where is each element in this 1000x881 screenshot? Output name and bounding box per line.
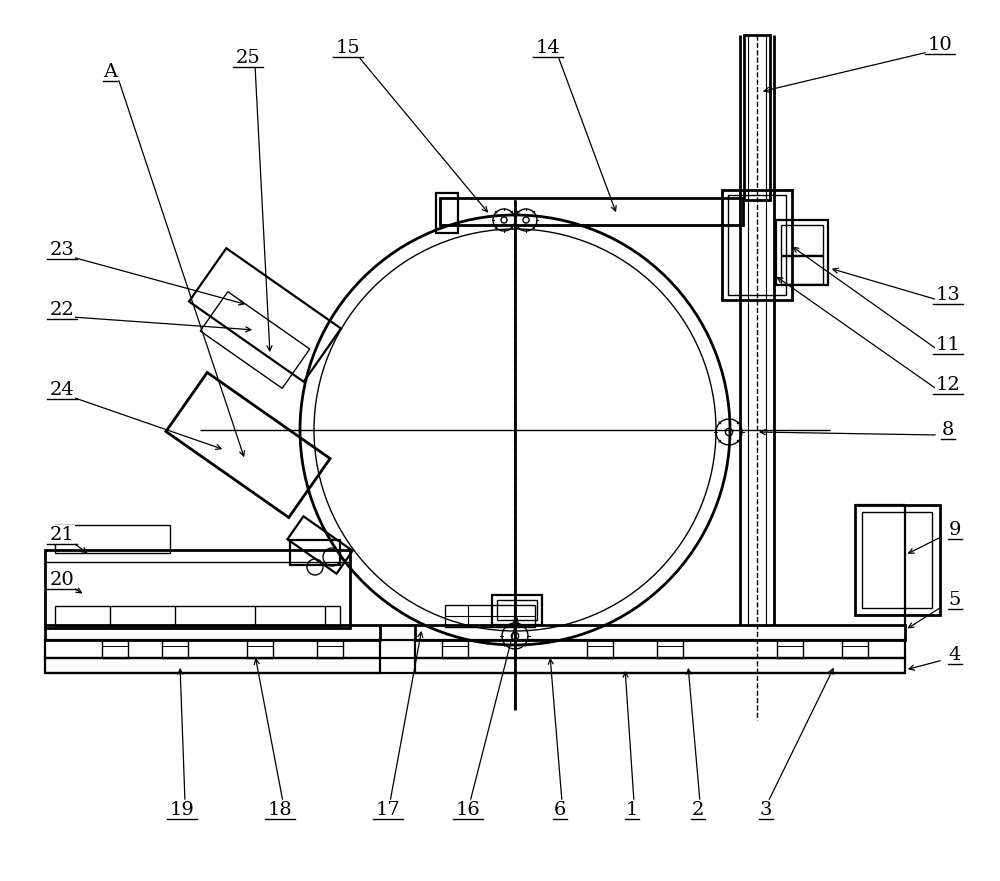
Bar: [45, 658, 380, 673]
Bar: [728, 195, 786, 295]
Text: A: A: [103, 63, 117, 81]
Bar: [842, 640, 868, 658]
Bar: [45, 640, 380, 658]
Bar: [781, 256, 823, 284]
Text: 8: 8: [942, 421, 954, 439]
Bar: [776, 220, 828, 285]
Bar: [436, 193, 458, 233]
Bar: [45, 550, 350, 628]
Bar: [722, 190, 792, 300]
Bar: [440, 198, 743, 225]
Text: 15: 15: [336, 39, 360, 57]
Bar: [317, 640, 343, 658]
Bar: [415, 658, 905, 673]
Text: 16: 16: [456, 801, 480, 819]
Bar: [290, 540, 340, 565]
Bar: [162, 640, 188, 658]
Text: 2: 2: [692, 801, 704, 819]
Text: 13: 13: [936, 286, 960, 304]
Bar: [657, 640, 683, 658]
Bar: [587, 640, 613, 658]
Bar: [855, 505, 940, 615]
Bar: [862, 512, 932, 608]
Bar: [492, 595, 542, 625]
Text: 14: 14: [536, 39, 560, 57]
Text: 18: 18: [268, 801, 292, 819]
Bar: [781, 225, 823, 255]
Bar: [497, 600, 537, 620]
Text: 23: 23: [50, 241, 74, 259]
Bar: [247, 640, 273, 658]
Bar: [777, 640, 803, 658]
Text: 12: 12: [936, 376, 960, 394]
Text: 21: 21: [50, 526, 74, 544]
Bar: [442, 640, 468, 658]
Text: 1: 1: [626, 801, 638, 819]
Text: 24: 24: [50, 381, 74, 399]
Bar: [744, 35, 770, 200]
Text: 4: 4: [949, 646, 961, 664]
Text: 19: 19: [170, 801, 194, 819]
Text: 22: 22: [50, 301, 74, 319]
Text: 3: 3: [760, 801, 772, 819]
Text: 25: 25: [236, 49, 260, 67]
Text: 5: 5: [949, 591, 961, 609]
Bar: [102, 640, 128, 658]
Bar: [55, 525, 170, 553]
Text: 17: 17: [376, 801, 400, 819]
Bar: [415, 625, 905, 640]
Bar: [415, 640, 905, 658]
Bar: [445, 605, 535, 627]
Text: 6: 6: [554, 801, 566, 819]
Text: 9: 9: [949, 521, 961, 539]
Bar: [45, 625, 380, 640]
Text: 10: 10: [928, 36, 952, 54]
Text: 11: 11: [936, 336, 960, 354]
Text: 20: 20: [50, 571, 74, 589]
Bar: [55, 606, 340, 626]
